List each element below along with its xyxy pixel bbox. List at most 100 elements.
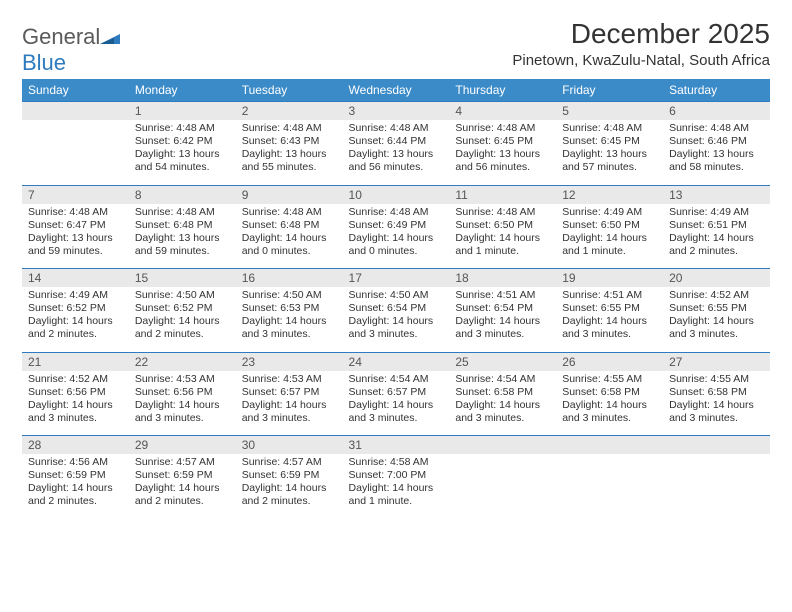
day-line: Sunset: 6:45 PM — [562, 135, 657, 148]
day-line: Sunrise: 4:49 AM — [669, 206, 764, 219]
day-line: Daylight: 14 hours — [135, 482, 230, 495]
day-number: 6 — [663, 102, 770, 121]
day-line: Daylight: 13 hours — [135, 232, 230, 245]
day-header: Friday — [556, 79, 663, 102]
day-cell — [22, 120, 129, 185]
day-line: Sunrise: 4:48 AM — [349, 122, 444, 135]
day-line: Sunrise: 4:51 AM — [562, 289, 657, 302]
day-line: Daylight: 14 hours — [562, 315, 657, 328]
day-line: and 3 minutes. — [242, 328, 337, 341]
day-line: Sunset: 6:54 PM — [349, 302, 444, 315]
day-line: Sunset: 6:42 PM — [135, 135, 230, 148]
day-line: and 3 minutes. — [455, 328, 550, 341]
day-line: Sunrise: 4:53 AM — [135, 373, 230, 386]
day-line: and 3 minutes. — [669, 412, 764, 425]
day-line: Daylight: 14 hours — [349, 232, 444, 245]
day-number: 27 — [663, 352, 770, 371]
day-line: Daylight: 14 hours — [28, 315, 123, 328]
day-line: and 54 minutes. — [135, 161, 230, 174]
day-number-row: 78910111213 — [22, 185, 770, 204]
day-line: and 3 minutes. — [349, 412, 444, 425]
day-line: Daylight: 14 hours — [669, 399, 764, 412]
day-cell: Sunrise: 4:48 AMSunset: 6:48 PMDaylight:… — [129, 204, 236, 269]
day-cell — [556, 454, 663, 519]
day-line: and 0 minutes. — [349, 245, 444, 258]
day-line: Sunrise: 4:52 AM — [669, 289, 764, 302]
day-line: Daylight: 13 hours — [135, 148, 230, 161]
day-line: Sunrise: 4:50 AM — [135, 289, 230, 302]
day-line: and 1 minute. — [349, 495, 444, 508]
day-cell: Sunrise: 4:54 AMSunset: 6:57 PMDaylight:… — [343, 371, 450, 436]
day-line: and 3 minutes. — [562, 328, 657, 341]
day-cell: Sunrise: 4:48 AMSunset: 6:50 PMDaylight:… — [449, 204, 556, 269]
day-cell: Sunrise: 4:52 AMSunset: 6:56 PMDaylight:… — [22, 371, 129, 436]
day-line: and 56 minutes. — [455, 161, 550, 174]
day-number: 17 — [343, 269, 450, 288]
day-number: 10 — [343, 185, 450, 204]
day-line: Sunrise: 4:57 AM — [242, 456, 337, 469]
day-cell: Sunrise: 4:48 AMSunset: 6:42 PMDaylight:… — [129, 120, 236, 185]
day-number: 11 — [449, 185, 556, 204]
day-line: and 1 minute. — [455, 245, 550, 258]
day-cell: Sunrise: 4:57 AMSunset: 6:59 PMDaylight:… — [236, 454, 343, 519]
day-cell: Sunrise: 4:55 AMSunset: 6:58 PMDaylight:… — [556, 371, 663, 436]
day-line: and 0 minutes. — [242, 245, 337, 258]
day-line: Sunset: 6:56 PM — [135, 386, 230, 399]
day-line: Sunset: 6:59 PM — [28, 469, 123, 482]
day-cell: Sunrise: 4:53 AMSunset: 6:56 PMDaylight:… — [129, 371, 236, 436]
day-number: 7 — [22, 185, 129, 204]
day-line: Sunrise: 4:51 AM — [455, 289, 550, 302]
day-line: Sunrise: 4:53 AM — [242, 373, 337, 386]
day-line: Daylight: 14 hours — [562, 399, 657, 412]
day-line: Daylight: 13 hours — [455, 148, 550, 161]
day-line: and 3 minutes. — [349, 328, 444, 341]
day-cell: Sunrise: 4:48 AMSunset: 6:45 PMDaylight:… — [556, 120, 663, 185]
day-line: and 2 minutes. — [135, 328, 230, 341]
day-cell: Sunrise: 4:48 AMSunset: 6:47 PMDaylight:… — [22, 204, 129, 269]
day-cell: Sunrise: 4:48 AMSunset: 6:43 PMDaylight:… — [236, 120, 343, 185]
day-line: and 2 minutes. — [28, 328, 123, 341]
day-line: Sunset: 6:58 PM — [562, 386, 657, 399]
day-header: Monday — [129, 79, 236, 102]
day-line: Sunset: 6:45 PM — [455, 135, 550, 148]
day-line: and 2 minutes. — [669, 245, 764, 258]
day-line: Daylight: 14 hours — [349, 482, 444, 495]
day-content-row: Sunrise: 4:48 AMSunset: 6:42 PMDaylight:… — [22, 120, 770, 185]
day-number: 5 — [556, 102, 663, 121]
day-line: Daylight: 13 hours — [28, 232, 123, 245]
day-line: and 2 minutes. — [135, 495, 230, 508]
day-number: 25 — [449, 352, 556, 371]
day-line: and 57 minutes. — [562, 161, 657, 174]
day-line: and 3 minutes. — [669, 328, 764, 341]
day-number: 26 — [556, 352, 663, 371]
day-line: Sunrise: 4:56 AM — [28, 456, 123, 469]
day-number: 8 — [129, 185, 236, 204]
day-line: and 2 minutes. — [242, 495, 337, 508]
day-line: Sunrise: 4:48 AM — [28, 206, 123, 219]
day-cell: Sunrise: 4:48 AMSunset: 6:49 PMDaylight:… — [343, 204, 450, 269]
day-line: Daylight: 14 hours — [455, 315, 550, 328]
day-line: Daylight: 14 hours — [669, 315, 764, 328]
day-line: Sunset: 6:54 PM — [455, 302, 550, 315]
day-number-row: 28293031 — [22, 436, 770, 455]
day-line: Daylight: 14 hours — [349, 315, 444, 328]
day-number — [556, 436, 663, 455]
day-content-row: Sunrise: 4:48 AMSunset: 6:47 PMDaylight:… — [22, 204, 770, 269]
day-header: Sunday — [22, 79, 129, 102]
day-cell — [663, 454, 770, 519]
day-line: Daylight: 14 hours — [135, 399, 230, 412]
day-line: Sunset: 6:59 PM — [242, 469, 337, 482]
day-line: Sunset: 6:52 PM — [28, 302, 123, 315]
day-cell: Sunrise: 4:52 AMSunset: 6:55 PMDaylight:… — [663, 287, 770, 352]
day-line: Sunset: 6:47 PM — [28, 219, 123, 232]
day-line: Daylight: 14 hours — [562, 232, 657, 245]
day-content-row: Sunrise: 4:49 AMSunset: 6:52 PMDaylight:… — [22, 287, 770, 352]
day-line: and 59 minutes. — [135, 245, 230, 258]
day-line: and 3 minutes. — [28, 412, 123, 425]
day-content-row: Sunrise: 4:52 AMSunset: 6:56 PMDaylight:… — [22, 371, 770, 436]
day-line: and 2 minutes. — [28, 495, 123, 508]
day-line: Sunset: 6:55 PM — [669, 302, 764, 315]
day-line: and 56 minutes. — [349, 161, 444, 174]
day-number: 1 — [129, 102, 236, 121]
day-number: 2 — [236, 102, 343, 121]
